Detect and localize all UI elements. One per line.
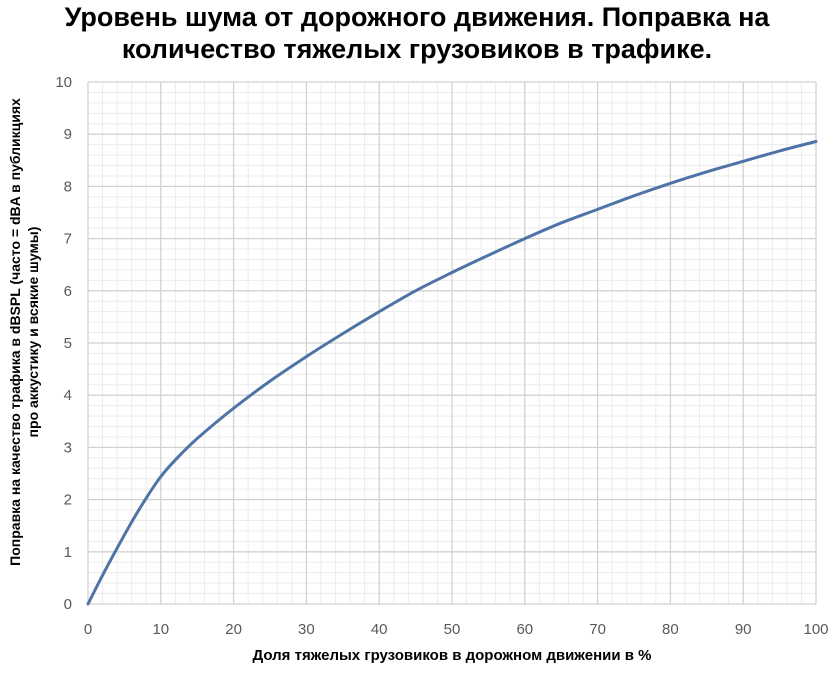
y-axis-label: Поправка на качество трафика в dBSPL (ча… xyxy=(2,60,46,604)
x-tick-label: 90 xyxy=(735,621,752,638)
y-tick-label: 5 xyxy=(64,335,72,352)
x-tick-label: 40 xyxy=(371,621,388,638)
y-tick-label: 1 xyxy=(64,544,72,561)
x-axis-label: Доля тяжелых грузовиков в дорожном движе… xyxy=(252,647,652,664)
x-tick-label: 50 xyxy=(444,621,461,638)
chart-title-line-1: Уровень шума от дорожного движения. Попр… xyxy=(64,2,770,32)
y-tick-label: 10 xyxy=(55,74,72,91)
y-tick-label: 0 xyxy=(64,596,72,613)
x-tick-label: 30 xyxy=(298,621,315,638)
chart-title-line-2: количество тяжелых грузовиков в трафике. xyxy=(121,34,713,64)
x-tick-label: 0 xyxy=(84,621,92,638)
y-tick-label: 9 xyxy=(64,126,72,143)
x-tick-label: 20 xyxy=(225,621,242,638)
y-tick-label: 2 xyxy=(64,492,72,509)
x-tick-label: 100 xyxy=(803,621,828,638)
y-tick-label: 3 xyxy=(64,439,72,456)
x-tick-label: 60 xyxy=(516,621,533,638)
y-tick-label: 7 xyxy=(64,231,72,248)
y-axis-label-line-2: про аккустику и всякие шумы) xyxy=(25,226,41,438)
y-tick-label: 8 xyxy=(64,178,72,195)
x-tick-label: 10 xyxy=(152,621,169,638)
y-tick-label: 6 xyxy=(64,283,72,300)
x-tick-label: 80 xyxy=(662,621,679,638)
y-axis-label-line-1: Поправка на качество трафика в dBSPL (ча… xyxy=(7,98,23,566)
series-line xyxy=(86,140,818,606)
y-tick-label: 4 xyxy=(64,387,72,404)
x-tick-label: 70 xyxy=(589,621,606,638)
